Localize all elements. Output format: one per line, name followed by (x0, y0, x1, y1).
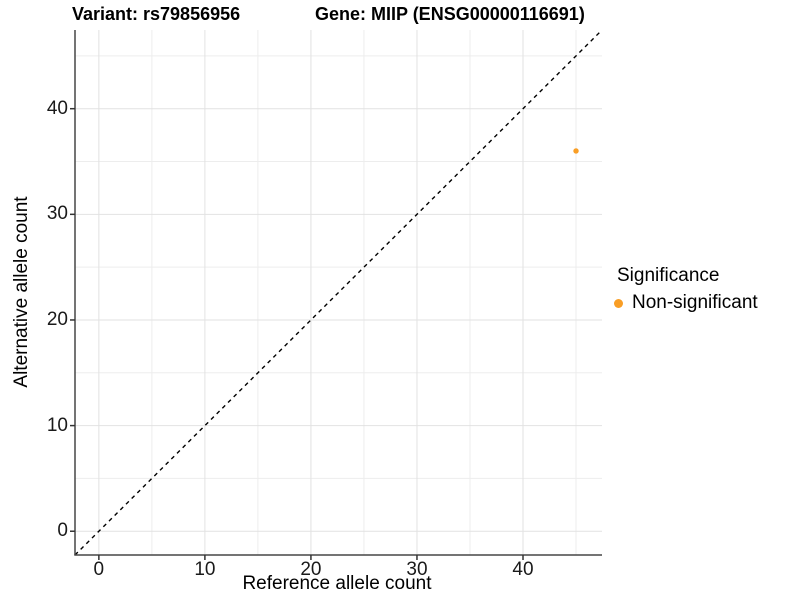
x-tick-label: 20 (300, 559, 322, 580)
panel-content (75, 30, 602, 555)
x-tick-label: 30 (406, 559, 428, 580)
y-tick-label: 10 (46, 414, 68, 436)
scatter-plot-canvas (70, 30, 602, 560)
identity-line (75, 30, 602, 555)
y-axis-title: Alternative allele count (11, 196, 32, 388)
data-point (573, 148, 579, 154)
legend-items: Non-significant (614, 292, 758, 314)
x-axis-title: Reference allele count (242, 573, 432, 594)
legend: Significance Non-significant (614, 264, 758, 314)
y-tick-label: 30 (46, 203, 68, 225)
y-tick-label: 40 (46, 97, 68, 119)
legend-item: Non-significant (614, 292, 758, 314)
legend-title: Significance (617, 265, 720, 286)
plot-title-gene: Gene: MIIP (ENSG00000116691) (315, 4, 585, 24)
x-tick-label: 10 (194, 559, 216, 580)
x-tick-label: 0 (93, 559, 105, 580)
legend-item-label: Non-significant (632, 292, 758, 313)
x-tick-label: 40 (512, 559, 534, 580)
y-tick-label: 0 (57, 520, 68, 542)
y-tick-label: 20 (46, 308, 68, 330)
legend-key-dot-icon (614, 298, 623, 308)
plot-title-variant: Variant: rs79856956 (72, 4, 241, 24)
